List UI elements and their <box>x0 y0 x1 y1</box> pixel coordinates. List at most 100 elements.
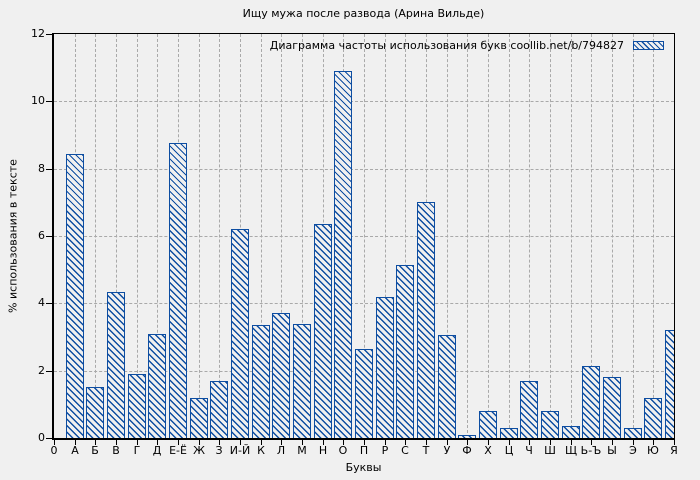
x-tick <box>550 440 551 445</box>
x-tick-label: К <box>257 444 265 457</box>
bar-Ф <box>458 435 477 438</box>
x-tick <box>591 440 592 445</box>
bar-Б <box>86 387 105 438</box>
y-tick <box>46 169 52 170</box>
bar-С <box>396 265 415 438</box>
grid-line-v <box>405 34 407 438</box>
x-tick-label: Х <box>484 444 492 457</box>
x-tick <box>364 440 365 445</box>
grid-line-v <box>364 34 365 438</box>
x-tick <box>75 440 76 445</box>
bar-М <box>293 324 311 438</box>
bar-Э <box>623 428 642 438</box>
x-tick <box>571 440 572 445</box>
y-tick-label: 4 <box>38 296 45 309</box>
x-tick-label: С <box>401 444 409 457</box>
x-tick-label: Я <box>670 444 678 457</box>
bar-О <box>334 71 353 438</box>
x-tick <box>674 440 675 445</box>
x-tick-label: Л <box>276 444 286 457</box>
x-tick <box>343 440 344 445</box>
x-tick-label: Ш <box>544 444 556 457</box>
x-tick <box>302 440 303 445</box>
x-tick <box>405 440 406 445</box>
y-tick <box>46 371 52 372</box>
grid-line-v <box>508 34 510 438</box>
x-tick-label: Б <box>91 444 99 457</box>
y-tick-label: 12 <box>31 27 45 40</box>
grid-line-v <box>550 34 551 438</box>
bar-Г <box>127 374 146 438</box>
grid-line-v <box>529 34 531 438</box>
bar-Ю <box>644 398 663 438</box>
y-tick-label: 10 <box>31 94 45 107</box>
y-tick-label: 6 <box>38 229 45 242</box>
bar-Х <box>479 411 497 438</box>
x-tick <box>261 440 262 445</box>
bar-Я <box>665 330 674 438</box>
x-tick <box>137 440 138 445</box>
grid-line-v <box>446 34 448 438</box>
grid-line-v <box>591 34 593 438</box>
x-tick-label: И-Й <box>229 444 251 457</box>
y-tick-label: 0 <box>38 431 45 444</box>
x-tick-label: У <box>443 444 451 457</box>
y-tick-label: 2 <box>38 364 45 377</box>
x-tick <box>281 440 282 445</box>
x-tick-label: 0 <box>50 444 58 457</box>
x-tick-label: Т <box>422 444 430 457</box>
legend-swatch-hatch-icon <box>633 41 664 50</box>
x-tick-label: М <box>297 444 307 457</box>
bar-У <box>437 335 456 438</box>
x-tick <box>612 440 613 445</box>
grid-line-v <box>488 34 489 438</box>
x-tick-label: Г <box>133 444 141 457</box>
grid-line-v <box>136 34 138 438</box>
x-tick <box>529 440 530 445</box>
legend-label: Диаграмма частоты использования букв coo… <box>269 39 624 52</box>
grid-line-v <box>384 34 386 438</box>
x-tick-label: Щ <box>564 444 578 457</box>
x-tick-label: Ц <box>504 444 514 457</box>
x-tick <box>219 440 220 445</box>
bar-Н <box>313 224 332 438</box>
x-tick <box>157 440 158 445</box>
bar-Ч <box>520 381 539 438</box>
x-tick-label: Ф <box>462 444 472 457</box>
x-tick-label: Э <box>629 444 637 457</box>
y-tick <box>46 101 52 102</box>
bar-Ц <box>499 428 518 438</box>
chart-title: Ищу мужа после развода (Арина Вильде) <box>242 7 485 20</box>
x-tick-label: Ч <box>525 444 533 457</box>
grid-line-v <box>632 34 634 438</box>
x-tick-label: В <box>112 444 120 457</box>
x-tick <box>178 440 179 445</box>
grid-line-v <box>95 34 97 438</box>
x-tick <box>509 440 510 445</box>
x-tick-label: Ю <box>647 444 659 457</box>
grid-line-v <box>653 34 655 438</box>
x-tick-label: Ж <box>193 444 205 457</box>
bar-З <box>210 381 229 438</box>
bar-Л <box>272 313 291 438</box>
y-tick <box>46 236 52 237</box>
bar-В <box>107 292 125 438</box>
grid-line-v <box>198 34 200 438</box>
x-tick-label: О <box>338 444 348 457</box>
bar-Ж <box>189 398 208 438</box>
grid-line-v <box>570 34 572 438</box>
bar-Щ <box>561 426 580 438</box>
x-tick-label: Ы <box>607 444 617 457</box>
bar-К <box>251 325 270 438</box>
x-axis-label: Буквы <box>345 461 382 474</box>
legend: Диаграмма частоты использования букв coo… <box>270 39 664 52</box>
bar-Р <box>375 297 394 438</box>
x-tick <box>240 440 241 445</box>
plot-area: Диаграмма частоты использования букв coo… <box>52 33 675 440</box>
x-tick <box>95 440 96 445</box>
x-tick-label: Е-Ё <box>169 444 187 457</box>
y-tick <box>46 303 52 304</box>
x-tick-label: Р <box>381 444 389 457</box>
x-tick <box>54 440 55 445</box>
